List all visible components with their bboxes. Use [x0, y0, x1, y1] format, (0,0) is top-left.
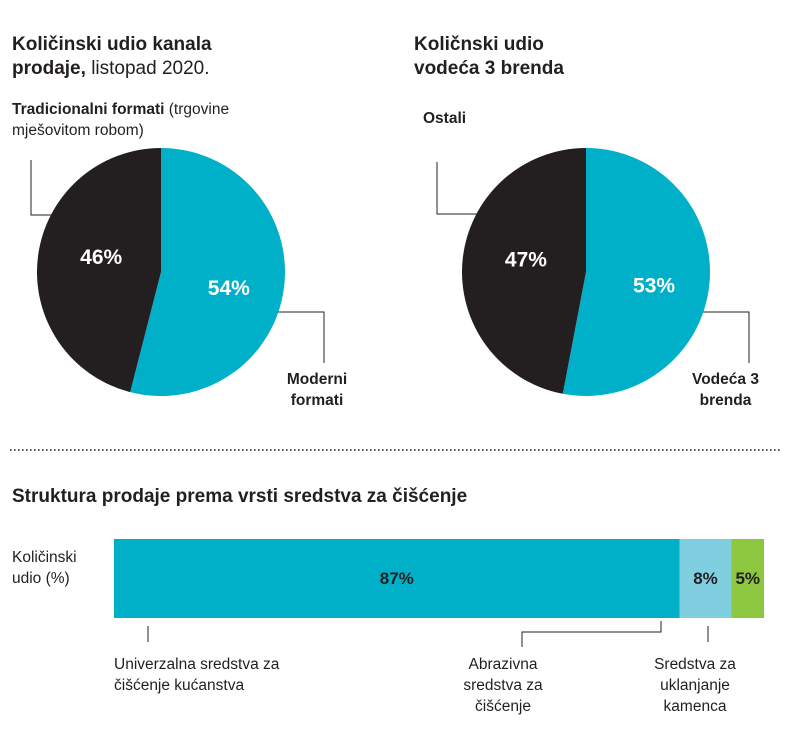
- pie1-value-label-dark: 46%: [80, 246, 122, 269]
- pie2-leader-others: [436, 162, 480, 215]
- bar-label-descaler: Sredstva za uklanjanje kamenca: [654, 656, 736, 715]
- bar-segment-1: [679, 539, 732, 618]
- pie1-value-label-teal: 54%: [208, 277, 250, 300]
- pie2-title: Količnski udio vodeća 3 brenda: [414, 34, 564, 79]
- pie1-label-modern: Moderni formati: [286, 371, 348, 409]
- pie2-slice-dark: [461, 148, 586, 394]
- pie1-slice-dark: [36, 148, 162, 393]
- bar-label-abrasive: Abrazivna sredstva za čišćenje: [463, 656, 543, 715]
- pie2-label-top3: Vodeća 3 brenda: [692, 371, 759, 409]
- bar-label-universal: Univerzalna sredstva za čišćenje kućanst…: [114, 656, 280, 694]
- pie2-value-label-dark: 47%: [505, 249, 547, 272]
- bar-y-label: Količinski udio (%): [12, 549, 77, 587]
- pie1-title: Količinski udio kanala prodaje, listopad…: [12, 34, 212, 79]
- bar-value-label-0: 87%: [380, 569, 414, 588]
- bar-leader-abrasive: [521, 621, 662, 647]
- bar-title: Struktura prodaje prema vrsti sredstva z…: [12, 486, 468, 507]
- bar-segment-0: [114, 539, 680, 618]
- pie2-value-label-teal: 53%: [633, 275, 675, 298]
- pie1-slice-teal: [130, 148, 285, 396]
- pie2-label-others: Ostali: [423, 110, 467, 127]
- pie2-slice-teal: [562, 148, 710, 396]
- bar-segment-2: [731, 539, 764, 618]
- pie1-leader-modern: [266, 311, 325, 363]
- bar-value-label-2: 5%: [735, 569, 760, 588]
- bar-value-label-1: 8%: [693, 569, 718, 588]
- pie1-label-traditional: Tradicionalni formati (trgovine mješovit…: [12, 101, 230, 139]
- pie2-leader-top3: [691, 311, 750, 363]
